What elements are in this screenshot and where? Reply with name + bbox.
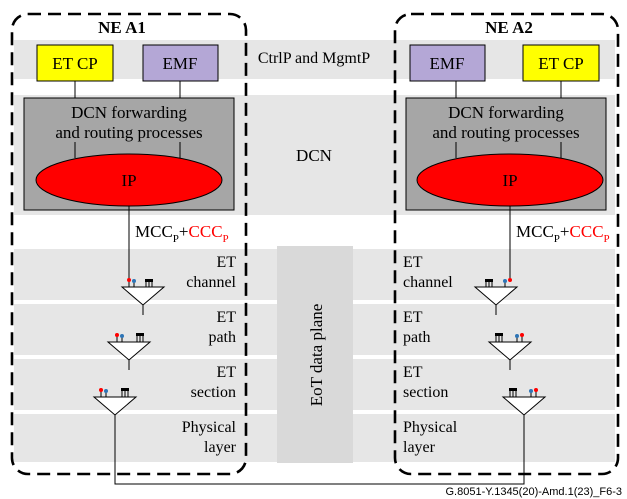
ne-a2-section-pins <box>509 388 538 397</box>
ne-a2-et-path-termination <box>487 341 533 361</box>
ne-a1-et-path-termination <box>106 341 152 361</box>
ne-a2-path-pins <box>495 333 524 342</box>
ne-a1-et-path-label-2: path <box>208 329 236 346</box>
pin-bar <box>121 388 129 391</box>
eot-data-plane-box <box>277 246 353 463</box>
ne-a1-et-path-label-1: ET <box>216 309 236 326</box>
pin-red <box>115 333 119 337</box>
ne-a1-channel-pins <box>127 278 153 287</box>
ne-a1-dcn-forwarding-line1: DCN forwarding <box>71 103 187 122</box>
pin-blue <box>503 279 507 283</box>
ne-a2-et-path-label-1: ET <box>403 309 423 326</box>
pin-red <box>534 388 538 392</box>
ne-a1-physical-label-1: Physical <box>182 419 237 436</box>
pin-bar <box>509 388 517 391</box>
ne-a1-section-pins <box>99 388 129 397</box>
figure-id: G.8051-Y.1345(20)-Amd.1(23)_F6-3 <box>445 486 622 498</box>
pin-bar <box>495 333 503 336</box>
ne-a2-emf-label: EMF <box>430 54 465 73</box>
ne-a2-et-cp-label: ET CP <box>538 54 584 73</box>
ne-a1-title: NE A1 <box>98 18 146 37</box>
pin-bar <box>136 333 144 336</box>
ne-a1-emf-label: EMF <box>163 54 198 73</box>
ne-a1-et-channel-termination <box>120 286 166 306</box>
physical-link <box>114 455 525 485</box>
ne-a1-et-cp-label: ET CP <box>52 54 98 73</box>
ne-a1-mcc-label: MCCP+CCCP <box>135 222 229 245</box>
ne-a2-dcn-forwarding-line1: DCN forwarding <box>448 103 564 122</box>
ne-a2-channel-pins <box>485 278 512 287</box>
ne-a2-title: NE A2 <box>485 18 533 37</box>
pin-red <box>127 278 131 282</box>
ne-a1-path-pins <box>115 333 144 342</box>
band-ctrl-mgmt <box>14 40 615 79</box>
ne-a2-et-section-label-2: section <box>403 384 448 401</box>
ne-a2-frame <box>393 12 620 476</box>
ne-a2-mcc-label: MCCP+CCCP <box>516 222 610 245</box>
ne-a2-et-channel-label-2: channel <box>403 274 453 291</box>
ne-a1-ip-label: IP <box>121 171 136 190</box>
pin-blue <box>529 389 533 393</box>
ne-a1-et-section-termination <box>92 396 138 416</box>
ne-a2-physical-label-1: Physical <box>403 419 458 436</box>
pin-red <box>508 278 512 282</box>
ne-a2-physical-label-2: layer <box>403 439 436 456</box>
ne-a2-ip-label: IP <box>502 171 517 190</box>
ne-a1-emf-box <box>142 44 219 82</box>
dcn-band-label: DCN <box>296 146 332 165</box>
pin-blue <box>515 334 519 338</box>
ne-a1-et-section-label-2: section <box>191 384 236 401</box>
pin-bar <box>145 279 153 282</box>
ne-a1-et-cp-box <box>36 44 114 82</box>
pin-blue <box>104 389 108 393</box>
ne-a1-dcn-forwarding-line2: and routing processes <box>55 123 202 142</box>
ne-a1-frame <box>10 12 248 476</box>
ne-a1-et-channel-label-2: channel <box>186 274 236 291</box>
ne-a1-trail-termination-chain <box>92 286 166 455</box>
ne-a1-physical-label-2: layer <box>204 439 237 456</box>
pin-red <box>99 388 103 392</box>
ne-a2-et-path-label-2: path <box>403 329 431 346</box>
pin-blue <box>120 334 124 338</box>
ne-a2-trail-termination-chain <box>473 286 547 455</box>
ne-a1-et-channel-label-1: ET <box>216 254 236 271</box>
pin-red <box>520 333 524 337</box>
ne-a2-dcn-forwarding-line2: and routing processes <box>432 123 579 142</box>
ctrl-mgmt-label: CtrlP and MgmtP <box>258 50 370 67</box>
ne-a2-et-channel-label-1: ET <box>403 254 423 271</box>
pin-bar <box>485 279 493 282</box>
ne-a1-et-section-label-1: ET <box>216 364 236 381</box>
pin-blue <box>132 279 136 283</box>
ne-a2-emf-box <box>409 44 486 82</box>
eot-data-plane-label: EoT data plane <box>307 304 326 407</box>
ne-a2-et-channel-termination <box>473 286 519 306</box>
ne-a2-et-section-label-1: ET <box>403 364 423 381</box>
ne-a2-et-section-termination <box>501 396 547 416</box>
